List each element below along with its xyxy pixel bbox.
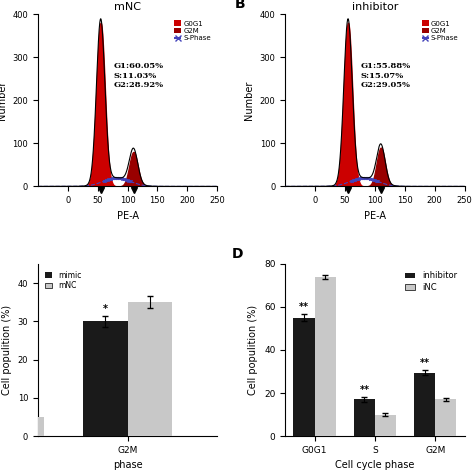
Bar: [414, 373, 435, 436]
Text: *: *: [103, 304, 108, 314]
Legend: mimic, mNC: mimic, mNC: [42, 268, 85, 293]
X-axis label: Cell cycle phase: Cell cycle phase: [335, 460, 415, 470]
Y-axis label: Cell populition (%): Cell populition (%): [248, 305, 258, 395]
Bar: [315, 277, 336, 436]
Text: B: B: [235, 0, 246, 11]
Text: **: **: [359, 385, 369, 395]
X-axis label: phase: phase: [113, 460, 142, 470]
X-axis label: PE-A: PE-A: [364, 210, 386, 221]
Legend: G0G1, G2M, S-Phase: G0G1, G2M, S-Phase: [172, 18, 214, 44]
Legend: G0G1, G2M, S-Phase: G0G1, G2M, S-Phase: [419, 18, 461, 44]
Text: G1:55.88%
S:15.07%
G2:29.05%: G1:55.88% S:15.07% G2:29.05%: [361, 63, 411, 89]
Text: **: **: [419, 358, 430, 368]
Bar: [83, 321, 128, 436]
Y-axis label: Cell populition (%): Cell populition (%): [2, 305, 12, 395]
X-axis label: PE-A: PE-A: [117, 210, 138, 221]
Y-axis label: Number: Number: [244, 81, 254, 120]
Text: G1:60.05%
S:11.03%
G2:28.92%: G1:60.05% S:11.03% G2:28.92%: [113, 63, 164, 89]
Bar: [128, 302, 173, 436]
Bar: [293, 318, 315, 436]
Bar: [375, 415, 396, 436]
Y-axis label: Number: Number: [0, 81, 7, 120]
Bar: [435, 400, 456, 436]
Title: inhibitor: inhibitor: [352, 2, 398, 12]
Bar: [354, 400, 375, 436]
Legend: inhibitor, iNC: inhibitor, iNC: [402, 268, 460, 295]
Text: D: D: [231, 246, 243, 261]
Title: mNC: mNC: [114, 2, 141, 12]
Text: **: **: [299, 302, 309, 312]
Bar: [0, 417, 45, 436]
